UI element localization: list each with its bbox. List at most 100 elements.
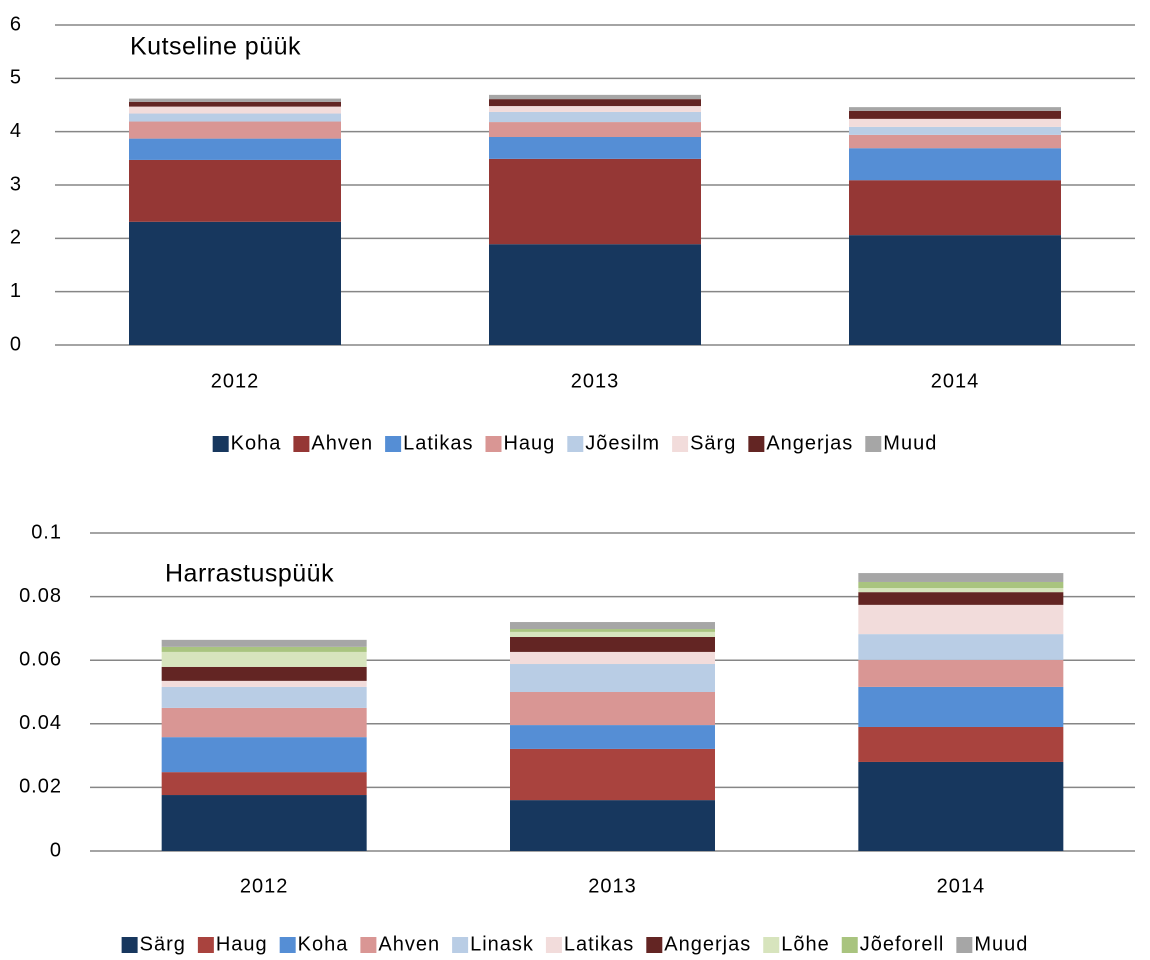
bar-segment [858, 634, 1064, 660]
bar-segment [849, 110, 1061, 119]
bar-segment [849, 126, 1061, 135]
bar-segment [489, 122, 701, 137]
legend-label: Jõesilm [585, 432, 660, 454]
bar-segment [858, 659, 1064, 687]
bar-segment [858, 686, 1064, 727]
legend-label: Angerjas [664, 933, 751, 955]
legend-swatch [646, 937, 663, 953]
bar-segment [489, 94, 701, 100]
bar-segment [849, 148, 1061, 181]
legend-swatch [279, 937, 296, 953]
bar-segment [129, 159, 341, 222]
legend-label: Koha [231, 432, 282, 454]
bar-segment [489, 244, 701, 345]
legend-swatch [567, 436, 584, 452]
bar-segment [129, 121, 341, 139]
bar-segment [489, 158, 701, 245]
bar-segment [129, 101, 341, 107]
legend-swatch [748, 436, 765, 452]
legend-label: Ahven [378, 933, 440, 955]
legend-swatch [672, 436, 689, 452]
legend-swatch [385, 436, 402, 452]
bar-segment [510, 800, 715, 851]
legend-label: Haug [216, 933, 268, 955]
legend-swatch [293, 436, 310, 452]
legend-swatch [485, 436, 502, 452]
x-tick-label: 2012 [211, 370, 260, 392]
bar-segment [161, 639, 367, 647]
x-tick-label: 2013 [571, 370, 620, 392]
y-tick-label: 0.04 [19, 712, 62, 734]
bar-segment [489, 137, 701, 159]
bar-segment [161, 686, 367, 708]
legend-swatch [763, 937, 780, 953]
bar-segment [489, 99, 701, 107]
legend-label: Angerjas [766, 432, 853, 454]
y-tick-label: 0.06 [19, 648, 62, 670]
bar-segment [161, 680, 367, 687]
legend-swatch [956, 937, 973, 953]
bar-segment [161, 795, 367, 851]
chart-title: Harrastuspüük [165, 560, 334, 588]
y-tick-label: 0.02 [19, 776, 62, 798]
legend-label: Särg [690, 432, 736, 454]
x-tick-label: 2012 [240, 875, 289, 897]
legend-label: Haug [503, 432, 555, 454]
legend-swatch [121, 937, 138, 953]
x-tick-label: 2014 [931, 370, 980, 392]
legend-label: Jõeforell [860, 933, 945, 955]
bar-segment [849, 107, 1061, 111]
legend-swatch [360, 937, 377, 953]
legend-label: Muud [883, 432, 937, 454]
legend-swatch [865, 436, 882, 452]
legend-swatch [212, 436, 229, 452]
bar-segment [849, 134, 1061, 149]
bar-segment [129, 98, 341, 102]
legend-label: Latikas [564, 933, 634, 955]
bar-segment [858, 588, 1064, 593]
bar-segment [858, 581, 1064, 589]
legend-label: Ahven [311, 432, 373, 454]
bar-segment [161, 772, 367, 796]
legend-label: Lõhe [781, 933, 830, 955]
y-tick-label: 2 [10, 227, 22, 249]
y-tick-label: 0 [10, 333, 22, 355]
bar-segment [129, 221, 341, 345]
legend-swatch [545, 937, 562, 953]
y-tick-label: 4 [10, 120, 22, 142]
y-tick-label: 1 [10, 280, 22, 302]
y-tick-label: 0.1 [31, 521, 62, 543]
bar-segment [510, 629, 715, 632]
bar-segment [129, 138, 341, 160]
bar-segment [510, 748, 715, 801]
bar-segment [849, 118, 1061, 127]
legend-label: Linask [470, 933, 534, 955]
bar-segment [161, 651, 367, 667]
bar-segment [129, 113, 341, 122]
legend-label: Latikas [403, 432, 473, 454]
bar-segment [510, 664, 715, 692]
y-tick-label: 6 [10, 13, 22, 35]
bar-segment [858, 726, 1064, 762]
bar-segment [489, 111, 701, 123]
legend-label: Koha [298, 933, 349, 955]
y-tick-label: 0.08 [19, 585, 62, 607]
bar-segment [510, 636, 715, 652]
legend-swatch [841, 937, 858, 953]
bar-segment [510, 622, 715, 630]
y-tick-label: 0 [50, 839, 62, 861]
legend-swatch [197, 937, 214, 953]
bar-segment [858, 604, 1064, 635]
y-tick-label: 3 [10, 173, 22, 195]
bar-segment [858, 761, 1064, 851]
bar-segment [510, 692, 715, 726]
x-tick-label: 2014 [937, 875, 986, 897]
bar-segment [849, 235, 1061, 345]
bar-segment [510, 651, 715, 665]
chart-title: Kutseline püük [130, 33, 301, 61]
bar-segment [858, 573, 1064, 582]
x-tick-label: 2013 [588, 875, 637, 897]
bar-segment [161, 737, 367, 773]
bar-segment [849, 180, 1061, 236]
